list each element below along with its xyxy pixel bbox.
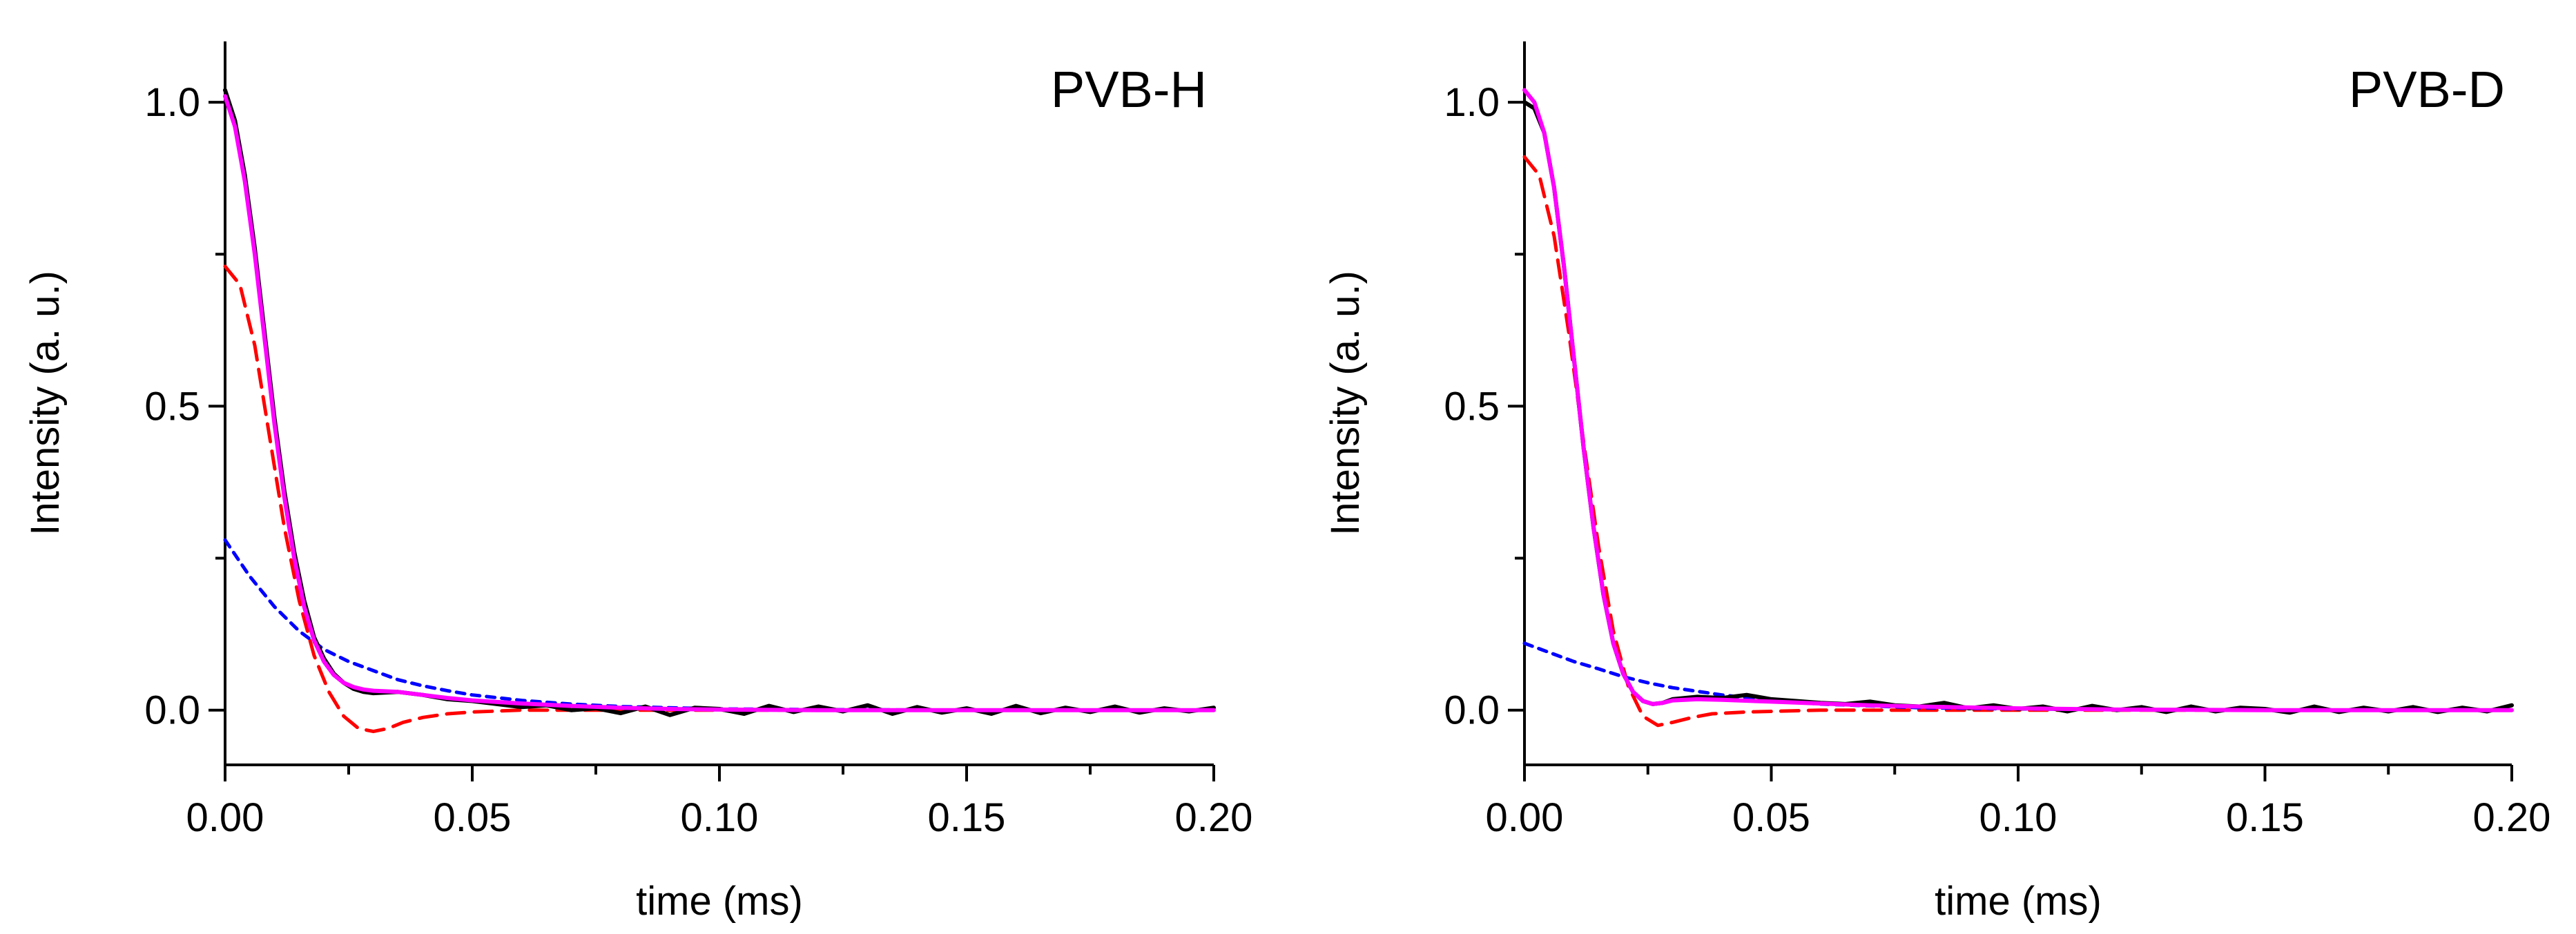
chart-0-y-tick-label: 1.0: [144, 80, 200, 125]
chart-1-y-tick-label: 0.0: [1444, 688, 1500, 733]
chart-1-series-fit: [1522, 88, 2514, 712]
chart-0-x-axis-title: time (ms): [636, 879, 803, 924]
chart-0-x-tick-label: 0.20: [1175, 795, 1253, 840]
chart-1-x-tick-label: 0.00: [1486, 795, 1564, 840]
chart-0-series-data: [223, 88, 1216, 717]
chart-1-y-tick-label: 0.5: [1444, 384, 1500, 429]
panel-pvb-d: 0.00 0.05 0.10 0.15 0.20 0.0 0.5 1.0 time (ms) In…: [1323, 41, 2550, 924]
chart-1-y-tick-label: 1.0: [1444, 80, 1500, 125]
chart-0-x-tick-label: 0.00: [186, 795, 264, 840]
panel-pvb-h: 0.00 0.05 0.10 0.15 0.20 0.0 0.5 1.0 time (ms) In…: [23, 41, 1252, 924]
chart-1-title: PVB-D: [2349, 61, 2505, 118]
chart-1-x-tick-label: 0.05: [1732, 795, 1810, 840]
chart-0-y-axis-title: Intensity (a. u.): [23, 271, 68, 536]
chart-0-title: PVB-H: [1051, 61, 1207, 118]
chart-1-y-axis-title: Intensity (a. u.): [1323, 271, 1368, 536]
chart-0-series-component-2: [223, 538, 1216, 712]
chart-1-series-component-1: [1522, 155, 2514, 728]
chart-0-x-tick-label: 0.10: [681, 795, 759, 840]
chart-1-x-tick-label: 0.10: [1979, 795, 2057, 840]
chart-0-y-tick-label: 0.5: [144, 384, 200, 429]
chart-0-y-tick-label: 0.0: [144, 688, 200, 733]
chart-1-x-tick-label: 0.15: [2226, 795, 2304, 840]
chart-1-x-tick-label: 0.20: [2473, 795, 2551, 840]
chart-0-x-tick-label: 0.15: [928, 795, 1006, 840]
chart-0-x-tick-label: 0.05: [434, 795, 512, 840]
chart-1-series-data: [1522, 100, 2514, 715]
chart-0-series-component-1: [223, 264, 1216, 734]
chart-0-series-fit: [223, 94, 1216, 712]
chart-1-x-axis-title: time (ms): [1935, 879, 2102, 924]
